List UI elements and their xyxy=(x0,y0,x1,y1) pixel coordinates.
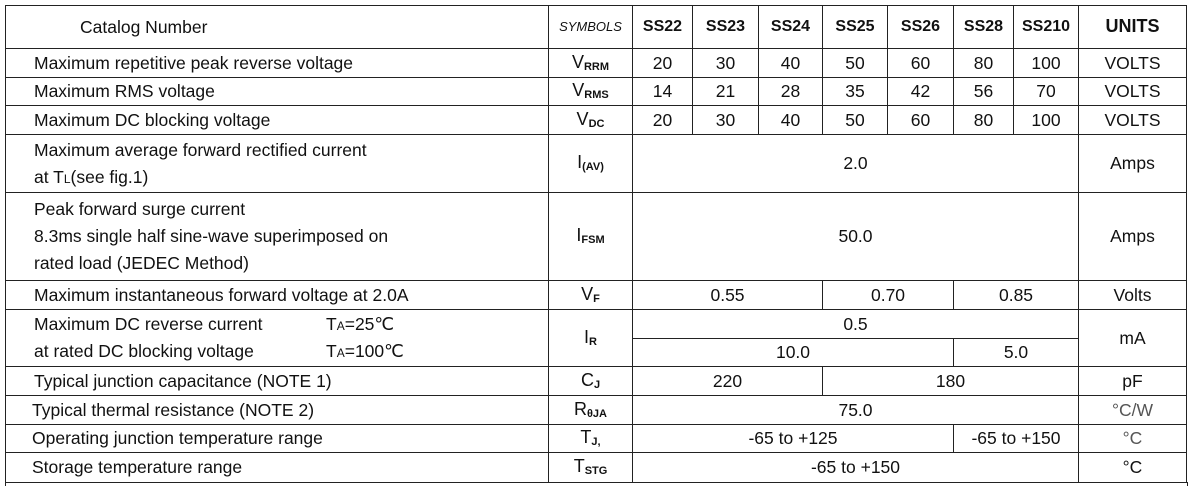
unit: °C xyxy=(1078,424,1187,453)
parameter: Maximum average forward rectified curren… xyxy=(5,134,549,193)
unit: Amps xyxy=(1078,134,1187,193)
table-row: Typical thermal resistance (NOTE 2) RθJA… xyxy=(5,395,1187,425)
table-row: Maximum RMS voltage VRMS 14 21 28 35 42 56 70 … xyxy=(5,77,1187,106)
part-header: SS25 xyxy=(822,5,888,49)
symbols-header: SYMBOLS xyxy=(548,5,633,49)
value: 0.5 xyxy=(632,309,1079,339)
table-row: Typical junction capacitance (NOTE 1) CJ… xyxy=(5,366,1187,396)
value: 0.55 xyxy=(632,280,823,310)
value: 220 xyxy=(632,366,823,396)
value: 21 xyxy=(692,77,759,106)
value: 60 xyxy=(887,48,954,78)
unit: °C xyxy=(1078,452,1187,483)
unit: mA xyxy=(1078,309,1187,367)
spec-table: Catalog Number SYMBOLS SS22 SS23 SS24 SS… xyxy=(5,5,1187,483)
part-header: SS24 xyxy=(758,5,823,49)
catalog-number-header: Catalog Number xyxy=(5,5,549,49)
part-header: SS28 xyxy=(953,5,1014,49)
table-row: Maximum repetitive peak reverse voltage … xyxy=(5,48,1187,78)
table-row: Storage temperature range TSTG -65 to +1… xyxy=(5,452,1187,483)
part-header: SS26 xyxy=(887,5,954,49)
part-header: SS210 xyxy=(1013,5,1079,49)
value: 30 xyxy=(692,105,759,135)
table-row: Maximum DC reverse current TA=25℃ at rate… xyxy=(5,309,1187,367)
table-row: Peak forward surge current 8.3ms single h… xyxy=(5,192,1187,281)
unit: Amps xyxy=(1078,192,1187,281)
parameter: Typical junction capacitance (NOTE 1) xyxy=(5,366,549,396)
value: 35 xyxy=(822,77,888,106)
symbol: IR xyxy=(548,309,633,367)
value: 180 xyxy=(822,366,1079,396)
symbol: TJ, xyxy=(548,424,633,453)
value: 50 xyxy=(822,105,888,135)
value: 56 xyxy=(953,77,1014,106)
parameter: Maximum instantaneous forward voltage at… xyxy=(5,280,549,310)
symbol: VF xyxy=(548,280,633,310)
unit: VOLTS xyxy=(1078,105,1187,135)
value: 10.0 xyxy=(632,338,954,367)
parameter: Maximum DC blocking voltage xyxy=(5,105,549,135)
parameter: Maximum repetitive peak reverse voltage xyxy=(5,48,549,78)
symbol: I(AV) xyxy=(548,134,633,193)
table-row: Operating junction temperature range TJ,… xyxy=(5,424,1187,453)
value: 60 xyxy=(887,105,954,135)
table-row: Maximum average forward rectified curren… xyxy=(5,134,1187,193)
symbol: VRMS xyxy=(548,77,633,106)
unit: °C/W xyxy=(1078,395,1187,425)
table-row: 10.0 5.0 xyxy=(6,338,1187,367)
value: 0.70 xyxy=(822,280,954,310)
symbol: VRRM xyxy=(548,48,633,78)
value: 100 xyxy=(1013,48,1079,78)
symbol: VDC xyxy=(548,105,633,135)
value: -65 to +150 xyxy=(632,452,1079,483)
value: 80 xyxy=(953,105,1014,135)
unit: VOLTS xyxy=(1078,77,1187,106)
value: 100 xyxy=(1013,105,1079,135)
parameter: Maximum RMS voltage xyxy=(5,77,549,106)
value: 14 xyxy=(632,77,693,106)
value: 5.0 xyxy=(953,338,1079,367)
value: -65 to +125 xyxy=(632,424,954,453)
symbol: IFSM xyxy=(548,192,633,281)
header-row: Catalog Number SYMBOLS SS22 SS23 SS24 SS… xyxy=(5,5,1187,49)
value: 70 xyxy=(1013,77,1079,106)
unit: VOLTS xyxy=(1078,48,1187,78)
part-header: SS22 xyxy=(632,5,693,49)
value: 20 xyxy=(632,48,693,78)
symbol: TSTG xyxy=(548,452,633,483)
table-row: Maximum DC blocking voltage VDC 20 30 40 50… xyxy=(5,105,1187,135)
value: 42 xyxy=(887,77,954,106)
value: 20 xyxy=(632,105,693,135)
value: 28 xyxy=(758,77,823,106)
parameter: Storage temperature range xyxy=(5,452,549,483)
table-row: Maximum instantaneous forward voltage at… xyxy=(5,280,1187,310)
parameter: Maximum DC reverse current TA=25℃ at rate… xyxy=(5,309,549,367)
value: 40 xyxy=(758,105,823,135)
symbol: CJ xyxy=(548,366,633,396)
value: 30 xyxy=(692,48,759,78)
value: 75.0 xyxy=(632,395,1079,425)
parameter: Typical thermal resistance (NOTE 2) xyxy=(5,395,549,425)
symbol: RθJA xyxy=(548,395,633,425)
value: 80 xyxy=(953,48,1014,78)
value: -65 to +150 xyxy=(953,424,1079,453)
part-header: SS23 xyxy=(692,5,759,49)
value: 2.0 xyxy=(632,134,1079,193)
value: 0.85 xyxy=(953,280,1079,310)
parameter: Peak forward surge current 8.3ms single h… xyxy=(5,192,549,281)
value: 50 xyxy=(822,48,888,78)
units-header: UNITS xyxy=(1078,5,1187,49)
value: 50.0 xyxy=(632,192,1079,281)
unit: Volts xyxy=(1078,280,1187,310)
table-continuation xyxy=(5,482,1188,486)
value: 40 xyxy=(758,48,823,78)
unit: pF xyxy=(1078,366,1187,396)
parameter: Operating junction temperature range xyxy=(5,424,549,453)
